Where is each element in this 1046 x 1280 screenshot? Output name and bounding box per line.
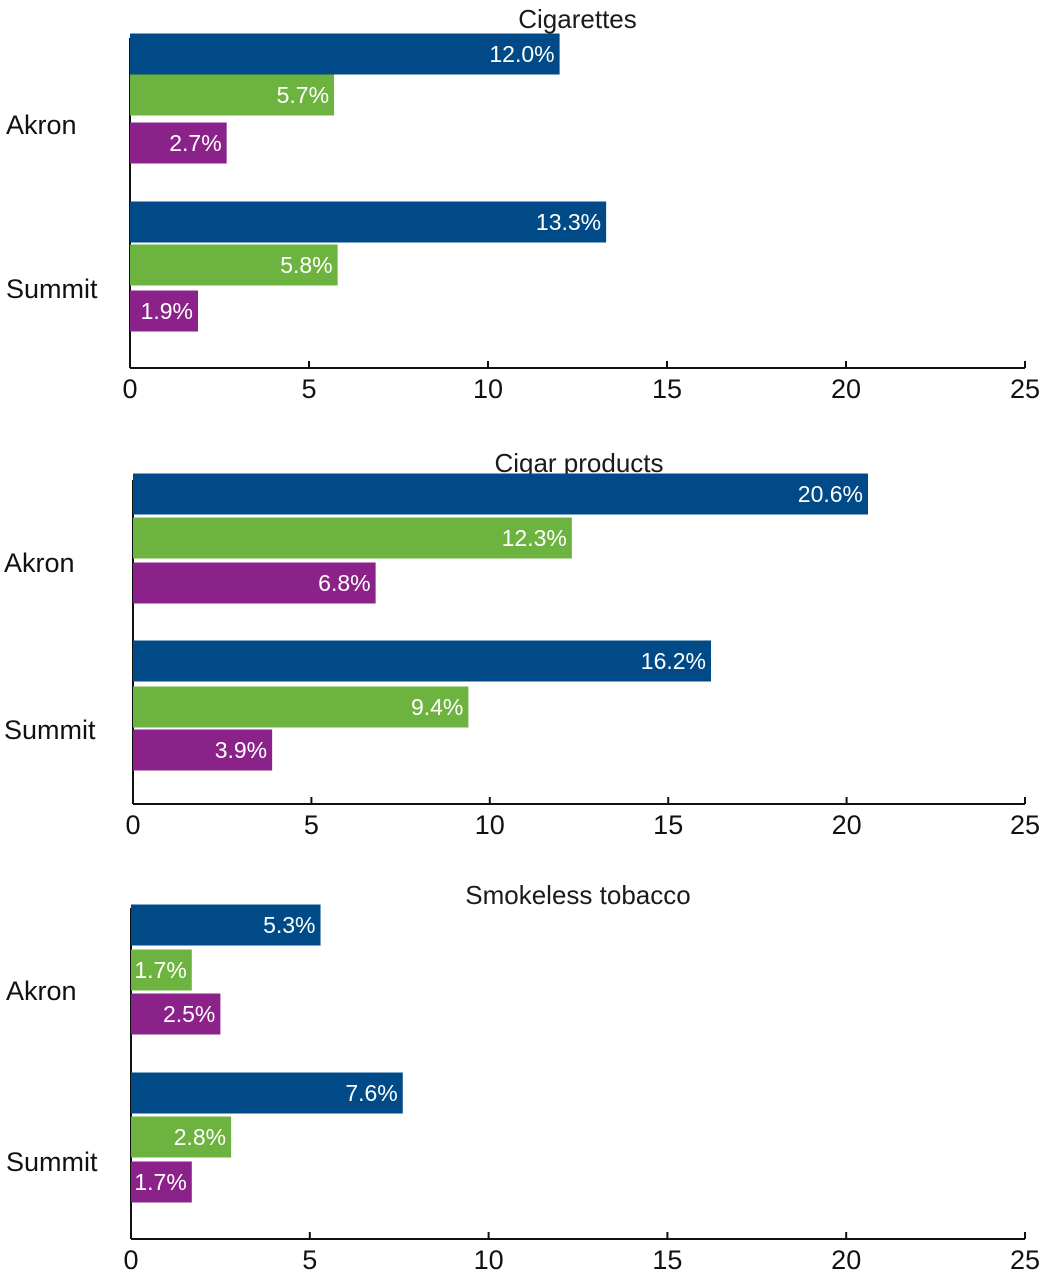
x-tick-label: 20 xyxy=(831,1245,861,1275)
data-label: 16.2% xyxy=(641,648,706,674)
x-tick-label: 25 xyxy=(1010,1245,1040,1275)
bar-akron-purple xyxy=(131,993,221,1035)
data-label: 6.8% xyxy=(318,570,370,596)
data-label: 12.3% xyxy=(502,525,567,551)
data-label: 1.9% xyxy=(141,298,193,324)
category-label-summit: Summit xyxy=(4,715,96,745)
bar-akron-blue xyxy=(133,473,869,515)
bar-akron-green xyxy=(130,74,335,116)
data-label: 12.0% xyxy=(489,41,554,67)
bar-summit-blue xyxy=(130,201,607,243)
x-tick-label: 0 xyxy=(125,810,140,840)
chart-title: Smokeless tobacco xyxy=(465,880,690,910)
bar-summit-blue xyxy=(133,640,712,682)
bar-akron-green xyxy=(133,517,572,559)
bar-summit-purple xyxy=(131,1161,192,1203)
data-label: 2.8% xyxy=(174,1124,226,1150)
category-label-akron: Akron xyxy=(4,548,75,578)
x-tick-label: 5 xyxy=(302,1245,317,1275)
category-label-akron: Akron xyxy=(6,976,77,1006)
x-tick-label: 0 xyxy=(123,1245,138,1275)
x-tick-label: 10 xyxy=(473,374,503,404)
data-label: 1.7% xyxy=(134,1169,186,1195)
data-label: 7.6% xyxy=(345,1080,397,1106)
data-label: 9.4% xyxy=(411,694,463,720)
bar-akron-blue xyxy=(130,33,560,75)
bar-akron-green xyxy=(131,949,192,991)
data-label: 5.3% xyxy=(263,912,315,938)
bar-summit-purple xyxy=(130,290,199,332)
bar-summit-blue xyxy=(131,1072,403,1114)
data-label: 1.7% xyxy=(134,957,186,983)
x-tick-label: 25 xyxy=(1010,810,1040,840)
x-tick-label: 20 xyxy=(832,810,862,840)
bar-summit-green xyxy=(131,1116,232,1158)
chart-title: Cigarettes xyxy=(518,4,637,34)
x-tick-label: 15 xyxy=(652,1245,682,1275)
data-label: 5.8% xyxy=(280,252,332,278)
x-tick-label: 10 xyxy=(475,810,505,840)
x-tick-label: 5 xyxy=(304,810,319,840)
x-tick-label: 0 xyxy=(122,374,137,404)
x-tick-label: 5 xyxy=(301,374,316,404)
bar-summit-green xyxy=(130,244,338,286)
bar-summit-purple xyxy=(133,729,273,771)
x-tick-label: 25 xyxy=(1010,374,1040,404)
data-label: 5.7% xyxy=(277,82,329,108)
x-tick-label: 15 xyxy=(652,374,682,404)
bar-summit-green xyxy=(133,686,469,728)
category-label-summit: Summit xyxy=(6,1147,98,1177)
bar-akron-blue xyxy=(131,904,321,946)
chart-panel-3: Smokeless tobacco 0 5 10 15 20 25 Akron Summit 5.… xyxy=(6,880,1040,1275)
data-label: 2.7% xyxy=(169,130,221,156)
category-label-akron: Akron xyxy=(6,110,77,140)
bar-akron-purple xyxy=(133,562,376,604)
chart-panel-1: Cigarettes 0 5 10 15 20 25 Akron Summit 12.0% 13.3… xyxy=(6,4,1040,404)
data-label: 3.9% xyxy=(215,737,267,763)
chart-title: Cigar products xyxy=(494,448,663,478)
data-label: 2.5% xyxy=(163,1001,215,1027)
data-label: 20.6% xyxy=(798,481,863,507)
chart-panel-2: Cigar products 0 5 10 15 20 25 Akron Summit 20.6%… xyxy=(4,448,1040,840)
category-label-summit: Summit xyxy=(6,274,98,304)
x-tick-label: 20 xyxy=(831,374,861,404)
x-tick-label: 10 xyxy=(474,1245,504,1275)
x-tick-label: 15 xyxy=(653,810,683,840)
bar-akron-purple xyxy=(130,122,227,164)
data-label: 13.3% xyxy=(536,209,601,235)
